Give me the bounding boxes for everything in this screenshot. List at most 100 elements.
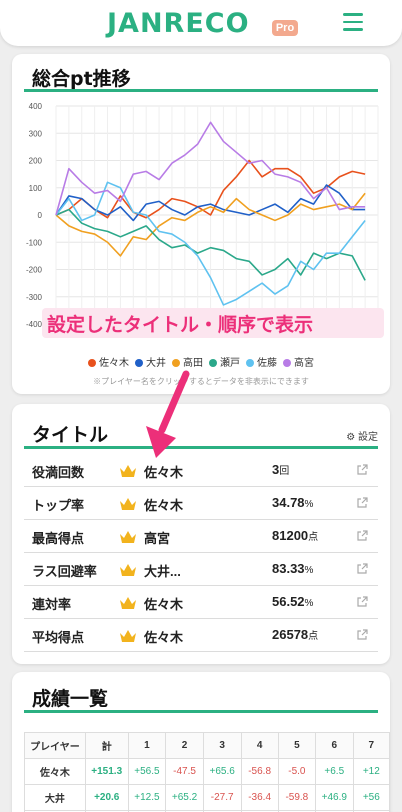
total-score-cell: +151.3: [84, 758, 129, 785]
title-holder-name: 高宮: [144, 531, 171, 546]
game-column-header[interactable]: 4: [240, 732, 279, 759]
external-link-icon[interactable]: [356, 628, 368, 640]
title-holder-name: 佐々木: [144, 630, 184, 645]
title-value: 83.33%: [272, 561, 314, 576]
series-line-高田: [55, 192, 366, 257]
game-column-header[interactable]: 1: [127, 732, 167, 759]
game-score-cell: -5.0: [277, 758, 316, 785]
legend-dot: [246, 359, 254, 367]
game-score-cell: +65.6: [202, 758, 242, 785]
game-score-cell: +12: [352, 758, 391, 785]
external-link-icon[interactable]: [356, 562, 368, 574]
title-value: 26578点: [272, 627, 319, 642]
legend-item[interactable]: 高田: [172, 354, 203, 369]
game-score-cell: -47.5: [165, 758, 204, 785]
title-value: 3回: [272, 462, 290, 477]
titles-card: タイトル ⚙ 設定 役満回数 佐々木 3回 トップ率 佐々木 34.78% 最高得点 高宮 81…: [12, 404, 390, 664]
title-row[interactable]: 平均得点 佐々木 26578点: [24, 619, 378, 652]
title-holder-name: 佐々木: [144, 498, 184, 513]
hamburger-menu-icon[interactable]: [343, 13, 363, 33]
game-column-header[interactable]: 2: [165, 732, 204, 759]
external-link-icon[interactable]: [356, 496, 368, 508]
external-link-icon[interactable]: [356, 595, 368, 607]
title-holder-name: 佐々木: [144, 597, 184, 612]
game-score-cell: +6.5: [314, 758, 354, 785]
game-score-cell: -36.4: [240, 784, 279, 811]
legend-item[interactable]: 瀬戸: [209, 354, 240, 369]
game-score-cell: +56.5: [127, 758, 167, 785]
app-header: JANRECO Pro: [0, 0, 402, 46]
y-tick-label: 0: [38, 211, 43, 220]
title-underline: [24, 89, 378, 92]
legend-item[interactable]: 佐藤: [246, 354, 277, 369]
player-name-cell[interactable]: 大井: [24, 784, 86, 811]
legend-label: 佐藤: [257, 358, 277, 369]
legend-label: 大井: [146, 358, 166, 369]
gear-icon: ⚙: [346, 432, 356, 443]
crown-icon: [119, 563, 137, 577]
annotation-text: 設定したタイトル・順序で表示: [47, 314, 314, 336]
crown-icon: [119, 464, 137, 478]
legend-label: 瀬戸: [220, 358, 240, 369]
title-holder-name: 佐々木: [144, 465, 184, 480]
player-name-cell[interactable]: 佐々木: [24, 758, 86, 785]
title-value: 34.78%: [272, 495, 314, 510]
titles-title: タイトル: [32, 424, 109, 446]
game-score-cell: -59.8: [277, 784, 316, 811]
y-tick-label: -100: [26, 238, 43, 247]
game-column-header[interactable]: 5: [277, 732, 316, 759]
title-label: ラス回避率: [32, 564, 97, 579]
grades-card: 成績一覧 プレイヤー計 1 2 3 4 5 6 7 佐々木 +151.3 +56.5 -47.5 +6…: [12, 672, 391, 812]
title-value: 56.52%: [272, 594, 314, 609]
player-name-cell[interactable]: 櫻田: [24, 810, 86, 812]
title-underline: [24, 710, 378, 713]
title-underline: [24, 446, 378, 449]
external-link-icon[interactable]: [356, 529, 368, 541]
title-value: 81200点: [272, 528, 319, 543]
legend-item[interactable]: 高宮: [283, 354, 314, 369]
table-row: 櫻田+70.2-17.4-20.4+19.6-60.3-47.1+5.0+20: [24, 810, 391, 812]
player-column-header[interactable]: プレイヤー: [24, 732, 86, 759]
total-column-header[interactable]: 計: [84, 732, 129, 759]
title-row[interactable]: 役満回数 佐々木 3回: [24, 454, 378, 487]
title-row[interactable]: 連対率 佐々木 56.52%: [24, 586, 378, 619]
game-column-header[interactable]: 6: [314, 732, 354, 759]
y-tick-label: 200: [29, 157, 43, 166]
title-row[interactable]: 最高得点 高宮 81200点: [24, 520, 378, 553]
y-tick-label: -400: [26, 320, 43, 329]
series-line-佐藤: [55, 181, 366, 306]
game-column-header[interactable]: 3: [202, 732, 242, 759]
y-tick-label: -300: [26, 293, 43, 302]
points-trend-card: 総合pt推移 4003002001000-100-200-300-4001020…: [12, 54, 390, 394]
title-row[interactable]: ラス回避率 大井... 83.33%: [24, 553, 378, 586]
app-logo[interactable]: JANRECO: [107, 8, 250, 39]
settings-label: 設定: [358, 432, 378, 443]
legend-item[interactable]: 大井: [135, 354, 166, 369]
legend-dot: [88, 359, 96, 367]
game-score-cell: +12.5: [127, 784, 167, 811]
title-label: 連対率: [32, 597, 72, 612]
game-score-cell: -56.8: [240, 758, 279, 785]
external-link-icon[interactable]: [356, 463, 368, 475]
legend-item[interactable]: 佐々木: [88, 354, 129, 369]
points-trend-title: 総合pt推移: [32, 68, 131, 90]
pro-badge: Pro: [272, 20, 298, 36]
title-label: 平均得点: [32, 630, 85, 645]
total-score-cell: +20.6: [84, 784, 129, 811]
game-score-cell: +46.9: [314, 784, 354, 811]
game-score-cell: +56: [352, 784, 391, 811]
title-label: トップ率: [32, 498, 85, 513]
legend-dot: [283, 359, 291, 367]
total-score-cell: +70.2: [84, 810, 129, 812]
game-column-header[interactable]: 7: [352, 732, 391, 759]
chart-legend: 佐々木 大井 高田 瀬戸 佐藤 高宮: [12, 354, 390, 369]
legend-label: 佐々木: [99, 358, 129, 369]
crown-icon: [119, 530, 137, 544]
annotation-banner: [42, 308, 384, 338]
game-score-cell: -47.1: [277, 810, 316, 812]
legend-note: ※プレイヤー名をクリックするとデータを非表示にできます: [93, 377, 309, 386]
grades-table: プレイヤー計 1 2 3 4 5 6 7 佐々木 +151.3 +56.5 -47.5 +65.6 -5…: [24, 732, 391, 812]
titles-settings-button[interactable]: ⚙ 設定: [346, 428, 378, 443]
title-row[interactable]: トップ率 佐々木 34.78%: [24, 487, 378, 520]
